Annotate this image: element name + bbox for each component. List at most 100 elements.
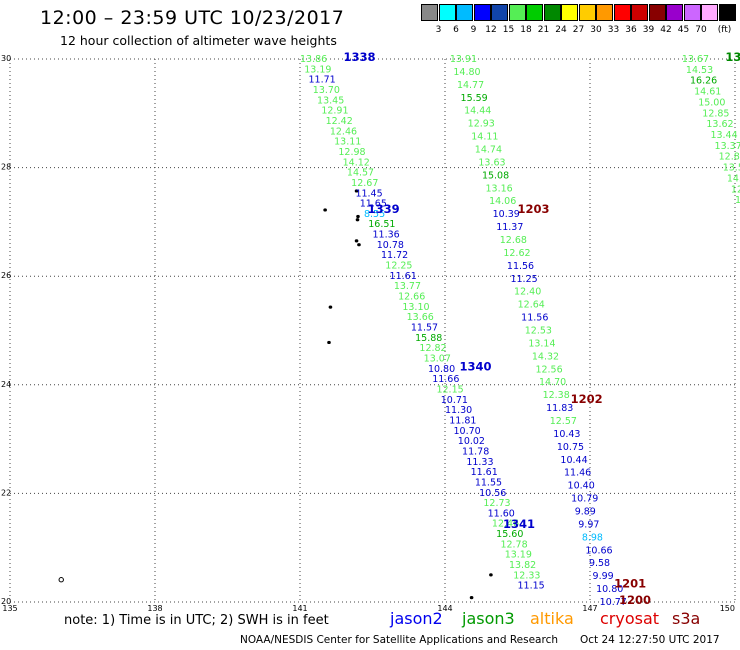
swh-value: 14.11 [471, 132, 498, 143]
swh-value: 15.88 [415, 333, 442, 344]
swh-value: 11.61 [390, 271, 417, 282]
swh-value: 11.25 [510, 274, 537, 285]
pass-number-label: 1203 [518, 202, 550, 216]
swh-value: 13.82 [509, 560, 536, 571]
swh-value: 12.78 [500, 539, 527, 550]
swh-value: 12.64 [518, 300, 545, 311]
satellite-name-s3a: s3a [672, 609, 701, 628]
legend-label: 45 [677, 25, 690, 35]
swh-value: 13.11 [334, 137, 361, 148]
swh-value: 10.02 [458, 436, 485, 447]
legend-swatch [491, 4, 508, 21]
swh-value: 14.32 [532, 351, 559, 362]
swh-value: 12.93 [468, 119, 495, 130]
swh-value: 13.19 [505, 550, 532, 561]
legend-label: 3 [435, 25, 442, 35]
swh-value: 14.74 [475, 145, 502, 156]
legend-label: 39 [642, 25, 655, 35]
swh-value: 12.82 [419, 343, 446, 354]
pass-number-label: 1339 [368, 202, 400, 216]
legend-swatch [543, 4, 561, 21]
swh-value: 13.5 [723, 163, 740, 174]
notes-text: note: 1) Time is in UTC; 2) SWH is in fe… [64, 613, 329, 628]
swh-value: 12.46 [492, 519, 519, 530]
swh-value: 13.66 [407, 312, 434, 323]
satellite-name-cryosat: cryosat [600, 609, 660, 628]
island [354, 239, 359, 243]
legend-label: 9 [470, 25, 477, 35]
legend-swatch [596, 4, 613, 21]
legend-swatch [683, 4, 701, 21]
swh-value: 14.12 [343, 157, 370, 168]
swh-value: 14.77 [457, 80, 484, 91]
legend-swatch [473, 4, 491, 21]
swh-value: 10.80 [428, 364, 455, 375]
swh-value: 13.63 [478, 157, 505, 168]
swh-value: 13.70 [313, 85, 340, 96]
swh-value: 11.61 [471, 467, 498, 478]
swh-value: 14.44 [464, 106, 491, 117]
swh-value: 11.46 [564, 468, 591, 479]
swh-value: 15.00 [698, 97, 725, 108]
legend-swatch [578, 4, 596, 21]
legend-swatch [526, 4, 543, 21]
swh-value: 14.06 [489, 196, 516, 207]
tick-label-lat: 20 [1, 597, 11, 606]
pass-number-label: 1341 [503, 517, 535, 531]
swh-value: 12.40 [514, 287, 541, 298]
swh-value: 12.98 [338, 147, 365, 158]
legend-swatch [718, 4, 736, 21]
swh-value: 12.38 [543, 390, 570, 401]
swh-value: 12.33 [513, 570, 540, 581]
swh-value: 9.89 [575, 507, 596, 518]
swh-value: 11.37 [496, 222, 523, 233]
swh-value: 14. [727, 173, 740, 184]
swh-value: 11.36 [373, 230, 400, 241]
swh-value: 13.19 [304, 64, 331, 75]
island [469, 596, 474, 600]
tick-label-lon: 141 [292, 604, 307, 613]
swh-value: 12.46 [330, 126, 357, 137]
legend-label: 42 [660, 25, 672, 35]
swh-value: 13.86 [300, 54, 327, 65]
legend-label: 21 [537, 25, 550, 35]
pass-number-label: 1201 [614, 577, 646, 591]
swh-value: 13.62 [706, 119, 733, 130]
swh-value: 10.79 [571, 494, 598, 505]
legend-label: 36 [625, 25, 637, 35]
swh-value: 13.45 [317, 95, 344, 106]
swh-value: 10.66 [585, 545, 612, 556]
swh-value: 12.66 [398, 292, 425, 303]
swh-value: 10.44 [560, 455, 587, 466]
swh-value: 11.81 [449, 415, 476, 426]
tick-label-lon: 144 [437, 604, 452, 613]
legend-swatch [666, 4, 683, 21]
island [356, 214, 360, 219]
swh-value: 11.66 [432, 374, 459, 385]
swh-value: 14.53 [686, 65, 713, 76]
swh-value: 11.56 [507, 261, 534, 272]
credit-text: NOAA/NESDIS Center for Satellite Applica… [240, 634, 558, 646]
timestamp-text: Oct 24 12:27:50 UTC 2017 [580, 634, 720, 646]
island [354, 189, 359, 193]
swh-value: 14.57 [347, 168, 374, 179]
swh-value: 13.07 [424, 354, 451, 365]
swh-value: 9.97 [578, 519, 599, 530]
tick-label-lat: 28 [1, 163, 11, 172]
tick-label-lon: 138 [147, 604, 162, 613]
satellite-name-altika: altika [530, 609, 574, 628]
swh-value: 12.67 [351, 178, 378, 189]
tick-label-lat: 30 [1, 54, 11, 63]
swh-value: 11.30 [445, 405, 472, 416]
swh-value: 14.80 [453, 67, 480, 78]
swh-value: 12.53 [525, 326, 552, 337]
pass-number-label: 1338 [344, 50, 376, 64]
legend-swatch [508, 4, 526, 21]
satellite-name-jason2: jason2 [390, 609, 443, 628]
swh-value: 11.65 [360, 199, 387, 210]
legend-swatch [701, 4, 718, 21]
swh-value: 14.70 [539, 377, 566, 388]
swh-value: 13.77 [394, 281, 421, 292]
swh-value: 15.08 [482, 170, 509, 181]
legend-label: 30 [590, 25, 602, 35]
